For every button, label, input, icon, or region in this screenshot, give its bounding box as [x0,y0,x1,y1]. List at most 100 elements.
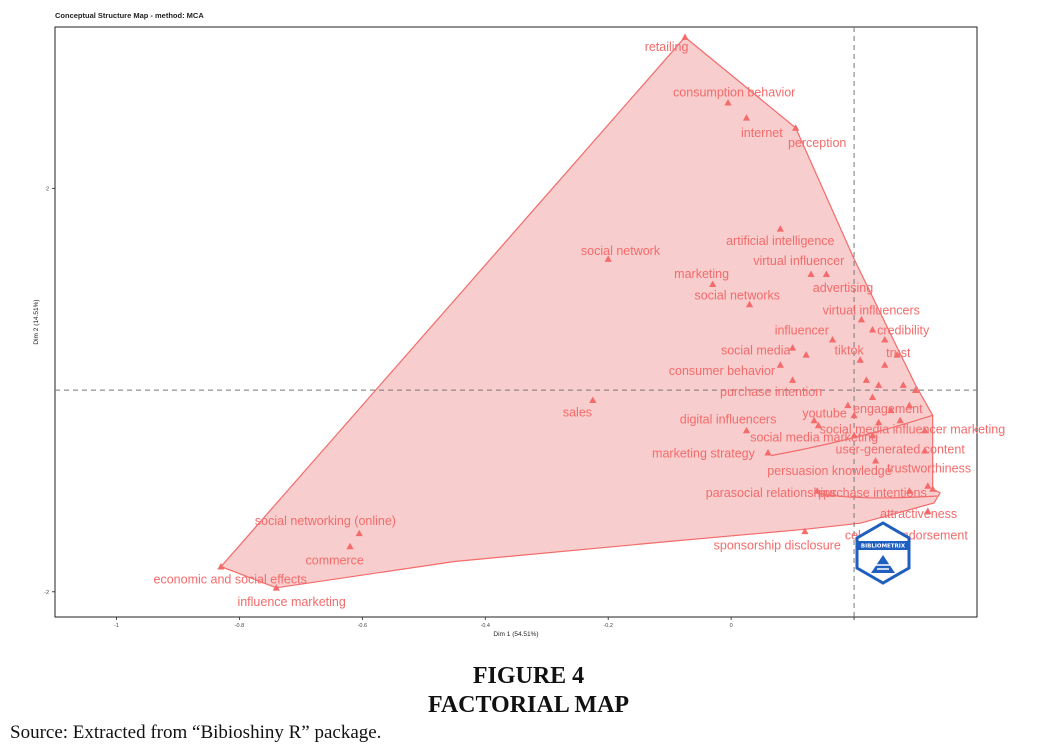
data-point [776,225,784,232]
plot-frame [54,26,978,618]
point-label: influencer [775,324,829,338]
point-label: virtual influencer [753,254,844,268]
point-label: attractiveness [880,507,957,521]
point-label: user-generated content [836,443,966,457]
point-label: commerce [306,554,364,568]
data-point [346,542,354,550]
data-point [868,325,877,333]
data-point [868,431,877,439]
data-point [709,280,717,288]
data-point [814,421,823,429]
data-point [924,507,932,514]
figure-source: Source: Extracted from “Bibioshiny R” pa… [10,722,382,743]
data-point [272,584,280,591]
point-label: trust [886,346,911,360]
point-label: sponsorship disclosure [714,538,841,552]
data-point [924,482,932,489]
data-point [813,487,821,494]
point-label: digital influencers [680,412,777,426]
factorial-map-chart: Conceptual Structure Map - method: MCA r… [33,11,1006,638]
point-label: artificial intelligence [726,234,834,248]
data-point [856,356,864,363]
point-label: economic and social effects [154,573,307,587]
data-points-layer [217,33,937,591]
data-point [810,416,818,424]
point-label: social media [721,344,791,358]
data-point [899,381,907,388]
point-label: social media influencer marketing [820,422,1006,436]
y-tick-label: -2 [44,590,49,596]
point-labels-layer: retailing consumption behavior internet per… [154,40,1006,609]
x-tick-label: -0.6 [358,623,367,629]
logo-hexagon [855,521,911,585]
data-point [844,401,852,409]
point-label: internet [741,126,783,140]
point-label: social networking (online) [255,514,396,528]
data-point [921,426,929,434]
data-point [724,99,732,106]
reference-lines-layer [55,27,977,617]
point-label: retailing [645,40,689,54]
data-point [905,487,913,494]
data-point [604,255,612,262]
axis-ticks-layer: -1 -0.8 -0.6 -0.4 -0.2 0 -2 2 [44,186,855,629]
data-point [828,336,837,343]
data-point [911,386,920,393]
data-point [871,457,880,464]
y-tick-label: 2 [46,186,49,192]
point-label: virtual influencers [823,303,920,317]
data-point [850,431,858,439]
data-point [802,351,810,358]
data-point [745,300,754,308]
data-point [905,401,913,409]
logo-banner [857,541,909,550]
point-label: youtube [802,406,847,420]
x-tick-label: -0.4 [481,623,490,629]
data-point [822,270,831,277]
data-point [875,418,883,426]
data-point [875,381,883,388]
data-point [789,376,797,383]
data-point [893,351,901,358]
data-point [857,315,866,323]
point-label: perception [788,136,846,150]
chart-title: Conceptual Structure Map - method: MCA [55,11,204,20]
figure-title: FACTORIAL MAP [427,692,630,718]
data-point [850,411,858,419]
point-label: social media marketing [750,430,878,444]
point-label: trustworthiness [887,462,971,476]
data-point [789,344,797,351]
bibliometrix-logo: BIBLIOMETRIX [855,521,911,585]
point-label: purchase intention [720,385,822,399]
point-label: advertising [813,281,873,295]
data-point [929,485,937,492]
cluster-hull-layer [219,36,941,589]
point-label: marketing [674,267,729,281]
x-tick-label: -1 [114,623,119,629]
x-tick-label: 0 [730,623,733,629]
data-point [862,376,870,383]
point-label: sales [563,405,592,419]
x-tick-label: -0.8 [235,623,244,629]
point-label: credibility [877,324,930,338]
data-point [896,416,904,424]
logo-text: BIBLIOMETRIX [861,544,906,550]
point-label: influence marketing [237,595,345,609]
y-axis-label: Dim 2 (14.51%) [33,299,40,344]
data-point [742,114,751,121]
data-point [887,406,895,414]
point-label: marketing strategy [652,447,756,461]
data-point [921,446,929,454]
cluster-connector [817,492,938,499]
x-axis-label: Dim 1 (54.51%) [493,631,538,638]
data-point [681,33,689,40]
point-label: consumption behavior [673,86,795,100]
point-label: parasocial relationships [706,486,837,500]
point-label: persuasion knowledge [767,464,891,478]
x-tick-label: -0.2 [603,623,612,629]
data-point [792,124,800,131]
cluster-hull [219,36,941,589]
data-point [776,361,784,368]
figure-number: FIGURE 4 [472,663,585,689]
data-point [742,426,751,434]
